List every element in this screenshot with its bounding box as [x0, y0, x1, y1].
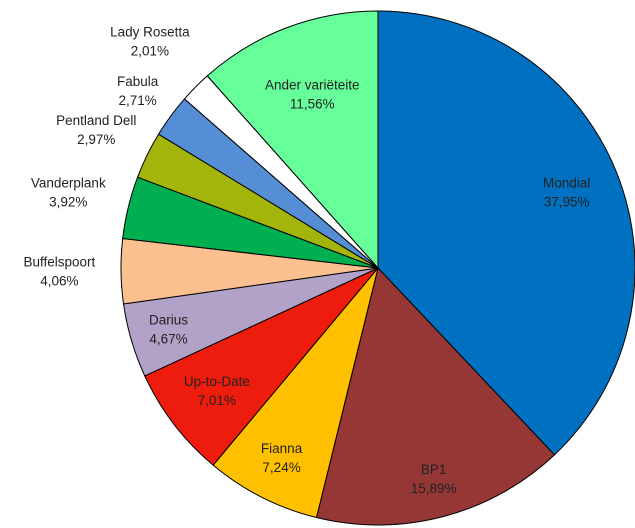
slice-label: Fabula — [117, 74, 159, 89]
pie-slice — [377, 10, 635, 456]
slice-value-label: 4,67% — [149, 331, 187, 346]
slice-label: Darius — [149, 312, 188, 327]
slice-value-label: 11,56% — [290, 97, 335, 112]
slice-value-label: 2,71% — [118, 93, 156, 108]
slice-value-label: 7,01% — [198, 393, 236, 408]
pie-slice — [144, 267, 379, 466]
slice-value-label: 3,92% — [49, 194, 87, 209]
slice-value-label: 7,24% — [262, 460, 300, 475]
pie-slice — [206, 10, 379, 270]
slice-value-label: 4,06% — [40, 274, 78, 289]
slice-value-label: 2,97% — [77, 132, 115, 147]
slice-label: Ander variëteite — [265, 78, 360, 93]
slice-label: Mondial — [543, 176, 590, 191]
slice-label: Lady Rosetta — [110, 24, 190, 39]
slice-label: Fianna — [261, 441, 303, 456]
pie-slice — [212, 267, 379, 519]
slice-value-label: 2,01% — [131, 43, 169, 58]
slice-label: Up-to-Date — [184, 374, 250, 389]
slice-value-label: 15,89% — [411, 481, 457, 496]
slice-label: Pentland Dell — [56, 113, 136, 128]
slice-label: BP1 — [421, 462, 447, 477]
slice-label: Buffelspoort — [23, 255, 95, 270]
slice-value-label: 37,95% — [544, 195, 590, 210]
slice-label: Vanderplank — [31, 175, 106, 190]
pie-slice — [315, 266, 556, 526]
